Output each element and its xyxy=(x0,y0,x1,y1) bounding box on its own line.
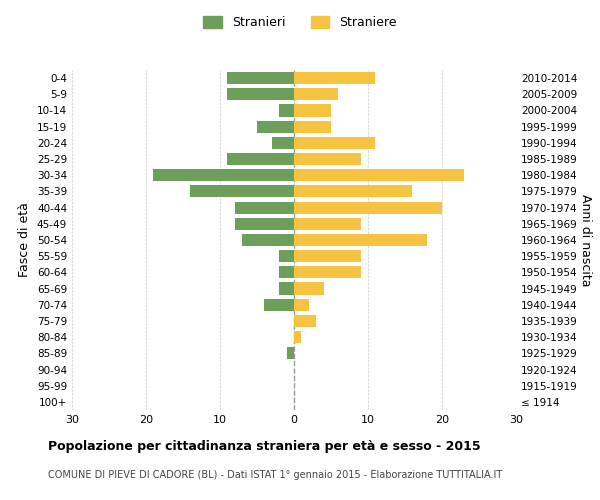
Bar xyxy=(294,120,331,132)
Bar xyxy=(227,153,294,165)
Bar xyxy=(294,104,331,117)
Bar xyxy=(294,218,361,230)
Bar xyxy=(287,348,294,360)
Bar xyxy=(265,298,294,311)
Legend: Stranieri, Straniere: Stranieri, Straniere xyxy=(198,11,402,34)
Bar xyxy=(235,202,294,213)
Text: Popolazione per cittadinanza straniera per età e sesso - 2015: Popolazione per cittadinanza straniera p… xyxy=(48,440,481,453)
Bar xyxy=(294,315,316,327)
Bar xyxy=(272,137,294,149)
Y-axis label: Anni di nascita: Anni di nascita xyxy=(578,194,592,286)
Bar xyxy=(294,266,361,278)
Bar xyxy=(294,153,361,165)
Bar xyxy=(294,186,412,198)
Bar xyxy=(227,88,294,101)
Bar xyxy=(279,266,294,278)
Y-axis label: Fasce di età: Fasce di età xyxy=(19,202,31,278)
Bar xyxy=(294,88,338,101)
Bar xyxy=(279,250,294,262)
Bar xyxy=(190,186,294,198)
Bar xyxy=(279,104,294,117)
Bar xyxy=(279,282,294,294)
Bar xyxy=(294,137,376,149)
Bar xyxy=(257,120,294,132)
Bar xyxy=(227,72,294,84)
Text: COMUNE DI PIEVE DI CADORE (BL) - Dati ISTAT 1° gennaio 2015 - Elaborazione TUTTI: COMUNE DI PIEVE DI CADORE (BL) - Dati IS… xyxy=(48,470,502,480)
Bar xyxy=(294,282,323,294)
Bar xyxy=(294,250,361,262)
Bar xyxy=(294,298,309,311)
Bar xyxy=(242,234,294,246)
Bar xyxy=(294,72,376,84)
Bar xyxy=(294,202,442,213)
Bar xyxy=(154,169,294,181)
Bar xyxy=(294,234,427,246)
Bar xyxy=(294,169,464,181)
Bar xyxy=(294,331,301,343)
Bar xyxy=(235,218,294,230)
